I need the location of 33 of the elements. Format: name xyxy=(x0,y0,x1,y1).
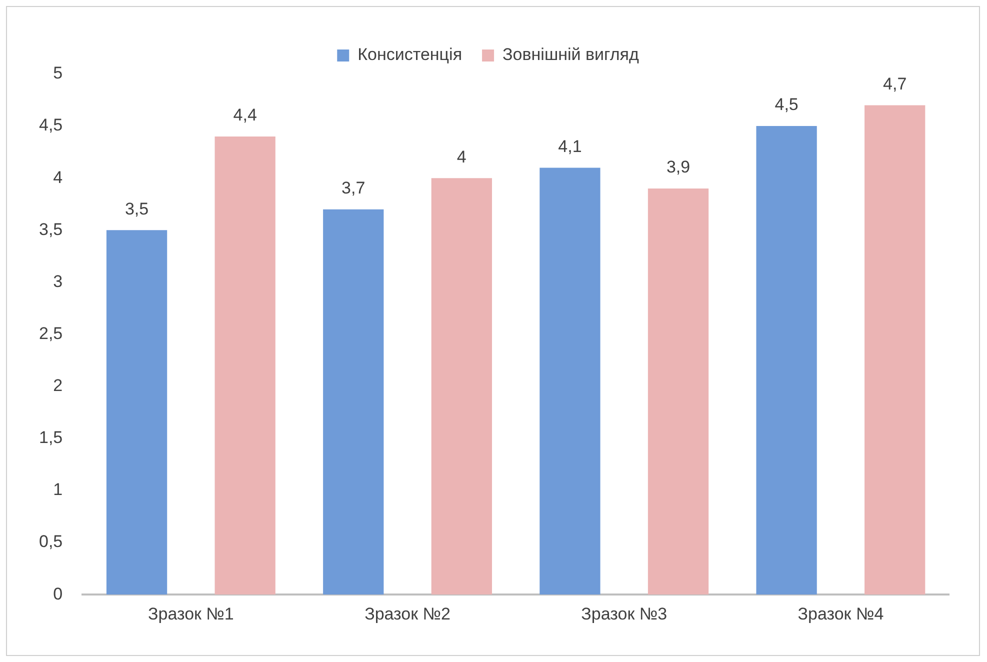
bar xyxy=(648,188,709,595)
bar xyxy=(323,209,384,595)
data-label: 3,5 xyxy=(124,199,149,218)
x-tick-label: Зразок №4 xyxy=(798,604,884,624)
legend-label: Зовнішній вигляд xyxy=(502,45,639,64)
y-tick-label: 0,5 xyxy=(38,532,63,552)
y-tick-label: 1,5 xyxy=(38,428,63,448)
bar xyxy=(431,178,492,595)
y-tick-label: 5 xyxy=(53,64,63,83)
y-tick-label: 3,5 xyxy=(38,220,63,239)
data-label: 4,4 xyxy=(233,106,257,125)
bar xyxy=(106,230,168,595)
bar xyxy=(214,136,276,595)
y-tick-label: 1 xyxy=(53,480,63,500)
bar xyxy=(864,105,926,595)
data-label: 4,1 xyxy=(558,136,582,156)
y-tick-label: 4,5 xyxy=(38,116,63,135)
y-tick-label: 3 xyxy=(53,272,63,291)
data-label: 3,7 xyxy=(342,178,366,198)
data-label: 4,5 xyxy=(774,95,798,114)
y-tick-label: 2 xyxy=(53,376,63,396)
y-tick-label: 0 xyxy=(53,584,63,604)
y-tick-label: 4 xyxy=(53,168,63,187)
x-tick-label: Зразок №2 xyxy=(364,604,450,624)
legend-label: Консистенція xyxy=(358,45,462,64)
y-tick-label: 2,5 xyxy=(38,324,63,343)
data-label: 4 xyxy=(456,147,466,166)
bar xyxy=(540,168,600,595)
x-tick-label: Зразок №1 xyxy=(148,604,234,624)
x-tick-label: Зразок №3 xyxy=(581,604,668,624)
bar xyxy=(756,126,817,595)
data-label: 4,7 xyxy=(883,74,907,94)
data-label: 3,9 xyxy=(666,158,690,177)
